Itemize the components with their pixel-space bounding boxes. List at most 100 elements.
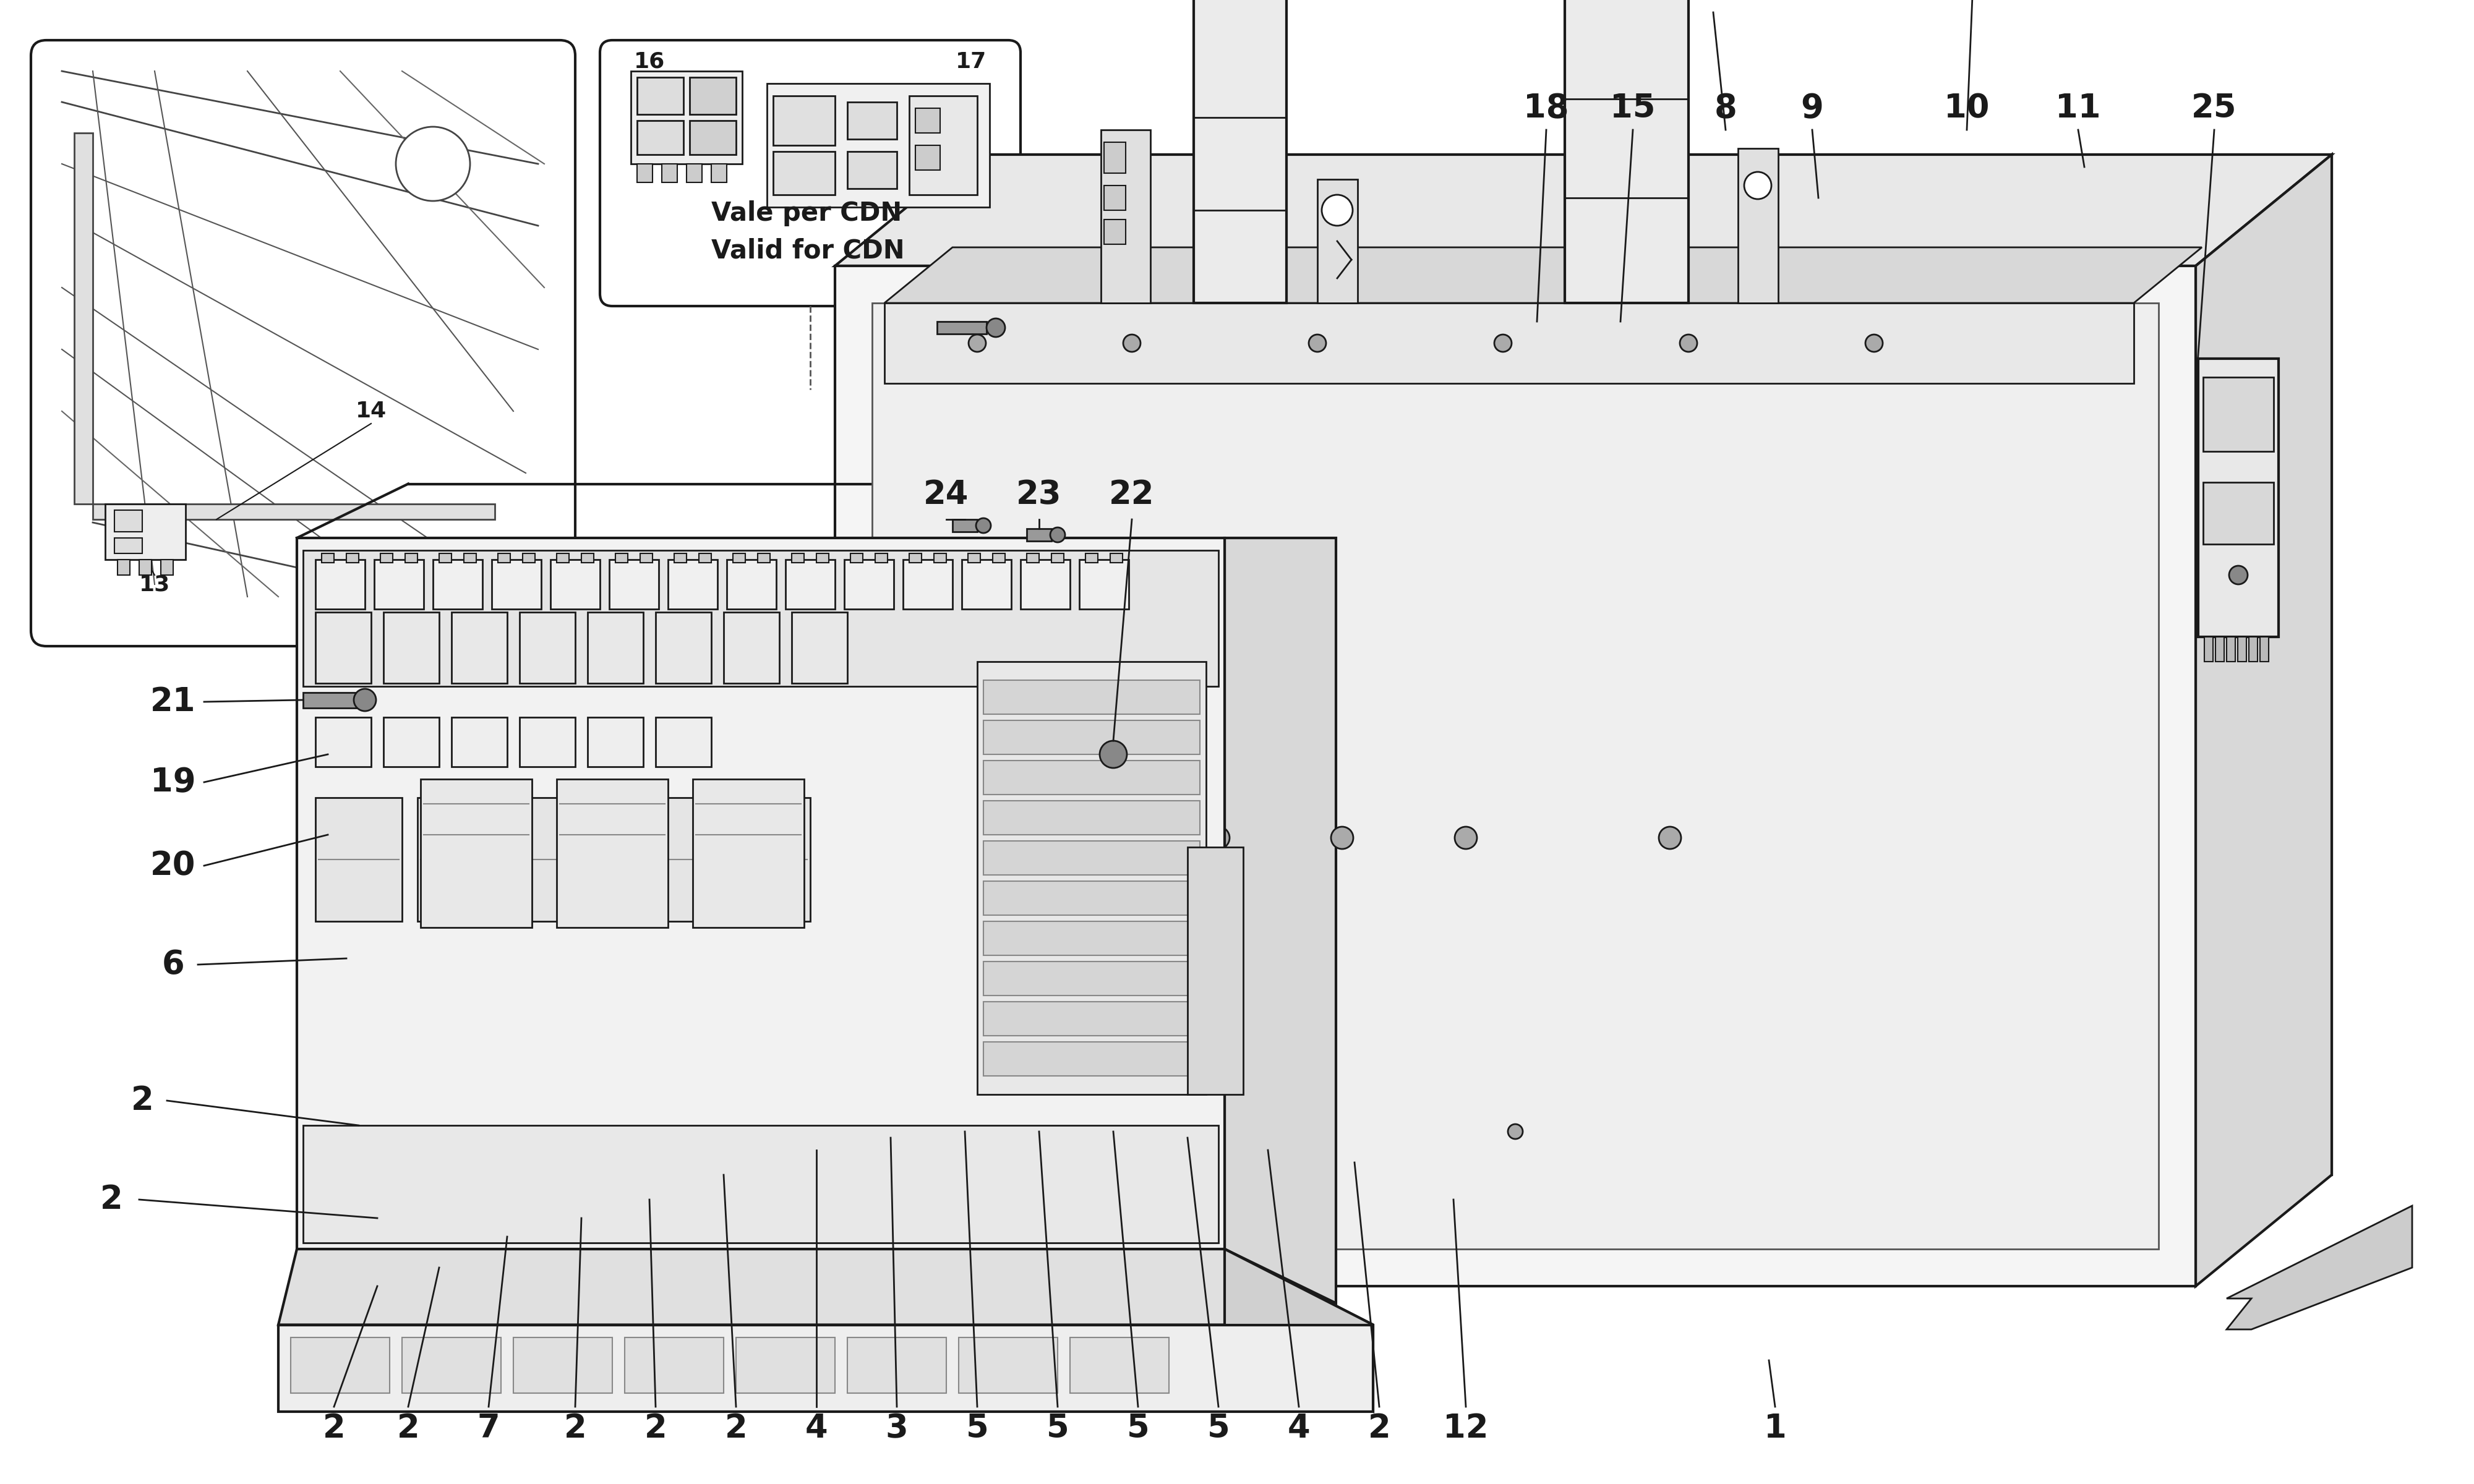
Bar [522, 554, 534, 562]
Bar [114, 537, 143, 554]
Bar [119, 559, 129, 574]
Bar [844, 559, 893, 608]
Bar [2204, 482, 2274, 545]
Bar [621, 798, 708, 922]
Bar [450, 611, 507, 683]
Bar [962, 559, 1012, 608]
Bar [935, 554, 945, 562]
Bar [985, 922, 1200, 956]
Bar [317, 798, 401, 922]
Polygon shape [1225, 1250, 1373, 1411]
Bar [2236, 637, 2246, 662]
Bar [767, 83, 990, 208]
Text: 16: 16 [633, 52, 666, 73]
Bar [792, 611, 846, 683]
Bar [520, 798, 606, 922]
Bar [836, 266, 2197, 1287]
Bar [1316, 180, 1358, 303]
Circle shape [396, 126, 470, 200]
Text: 3: 3 [886, 1413, 908, 1444]
Bar [876, 554, 888, 562]
Bar [465, 554, 475, 562]
Polygon shape [1225, 537, 1336, 1303]
Bar [292, 1337, 391, 1393]
Circle shape [1309, 334, 1326, 352]
Bar [589, 717, 643, 767]
Bar [693, 779, 804, 927]
Text: 2: 2 [1368, 1413, 1390, 1444]
Bar [688, 163, 703, 183]
Bar [673, 554, 688, 562]
Bar [581, 554, 594, 562]
Text: 23: 23 [1017, 478, 1061, 510]
Bar [161, 559, 173, 574]
Text: 2: 2 [99, 1184, 124, 1215]
Bar [139, 559, 151, 574]
Bar [1101, 129, 1150, 303]
Text: 1: 1 [1764, 1413, 1786, 1444]
Bar [985, 680, 1200, 714]
Bar [1022, 559, 1069, 608]
Text: 4: 4 [804, 1413, 829, 1444]
Bar [846, 102, 896, 139]
Bar [985, 1002, 1200, 1036]
Bar [757, 554, 769, 562]
Polygon shape [297, 1250, 1336, 1303]
Bar [1069, 1337, 1170, 1393]
Bar [737, 1337, 836, 1393]
Bar [886, 303, 2133, 383]
Bar [381, 554, 393, 562]
Text: 10: 10 [1945, 92, 1989, 125]
Bar [1103, 220, 1126, 245]
Bar [690, 120, 737, 154]
Bar [2199, 359, 2279, 637]
Text: 5: 5 [1047, 1413, 1069, 1444]
Bar [2204, 637, 2214, 662]
Circle shape [1049, 527, 1064, 542]
Bar [985, 1042, 1200, 1076]
Bar [846, 1337, 945, 1393]
Bar [492, 559, 542, 608]
Bar [1051, 554, 1064, 562]
Bar [960, 1337, 1059, 1393]
Text: 6: 6 [161, 948, 186, 981]
Bar [772, 96, 836, 145]
Circle shape [1509, 1125, 1524, 1140]
FancyBboxPatch shape [30, 40, 574, 646]
Bar [1086, 554, 1098, 562]
Text: 2: 2 [131, 1085, 153, 1116]
Circle shape [1455, 827, 1477, 849]
Bar [2249, 637, 2256, 662]
Bar [2204, 377, 2274, 451]
Bar [433, 559, 482, 608]
Bar [317, 559, 366, 608]
Bar [114, 510, 143, 531]
Circle shape [1494, 334, 1512, 352]
Circle shape [975, 518, 990, 533]
Bar [772, 151, 836, 194]
Circle shape [1744, 172, 1771, 199]
Polygon shape [2227, 1205, 2412, 1330]
Bar [656, 717, 713, 767]
Bar [450, 717, 507, 767]
Text: 18: 18 [1524, 92, 1569, 125]
Bar [722, 611, 779, 683]
Circle shape [1103, 827, 1123, 849]
Text: 8: 8 [1714, 92, 1737, 125]
Circle shape [1009, 827, 1032, 849]
Bar [910, 96, 977, 194]
Bar [787, 559, 836, 608]
FancyBboxPatch shape [599, 40, 1022, 306]
Bar [322, 554, 334, 562]
Bar [792, 554, 804, 562]
Circle shape [1098, 741, 1128, 769]
Bar [668, 559, 717, 608]
Text: 9: 9 [1801, 92, 1823, 125]
Bar [903, 559, 952, 608]
Bar [985, 841, 1200, 876]
Bar [317, 611, 371, 683]
Bar [317, 717, 371, 767]
Bar [641, 554, 653, 562]
Bar [977, 662, 1207, 1095]
Bar [985, 881, 1200, 916]
